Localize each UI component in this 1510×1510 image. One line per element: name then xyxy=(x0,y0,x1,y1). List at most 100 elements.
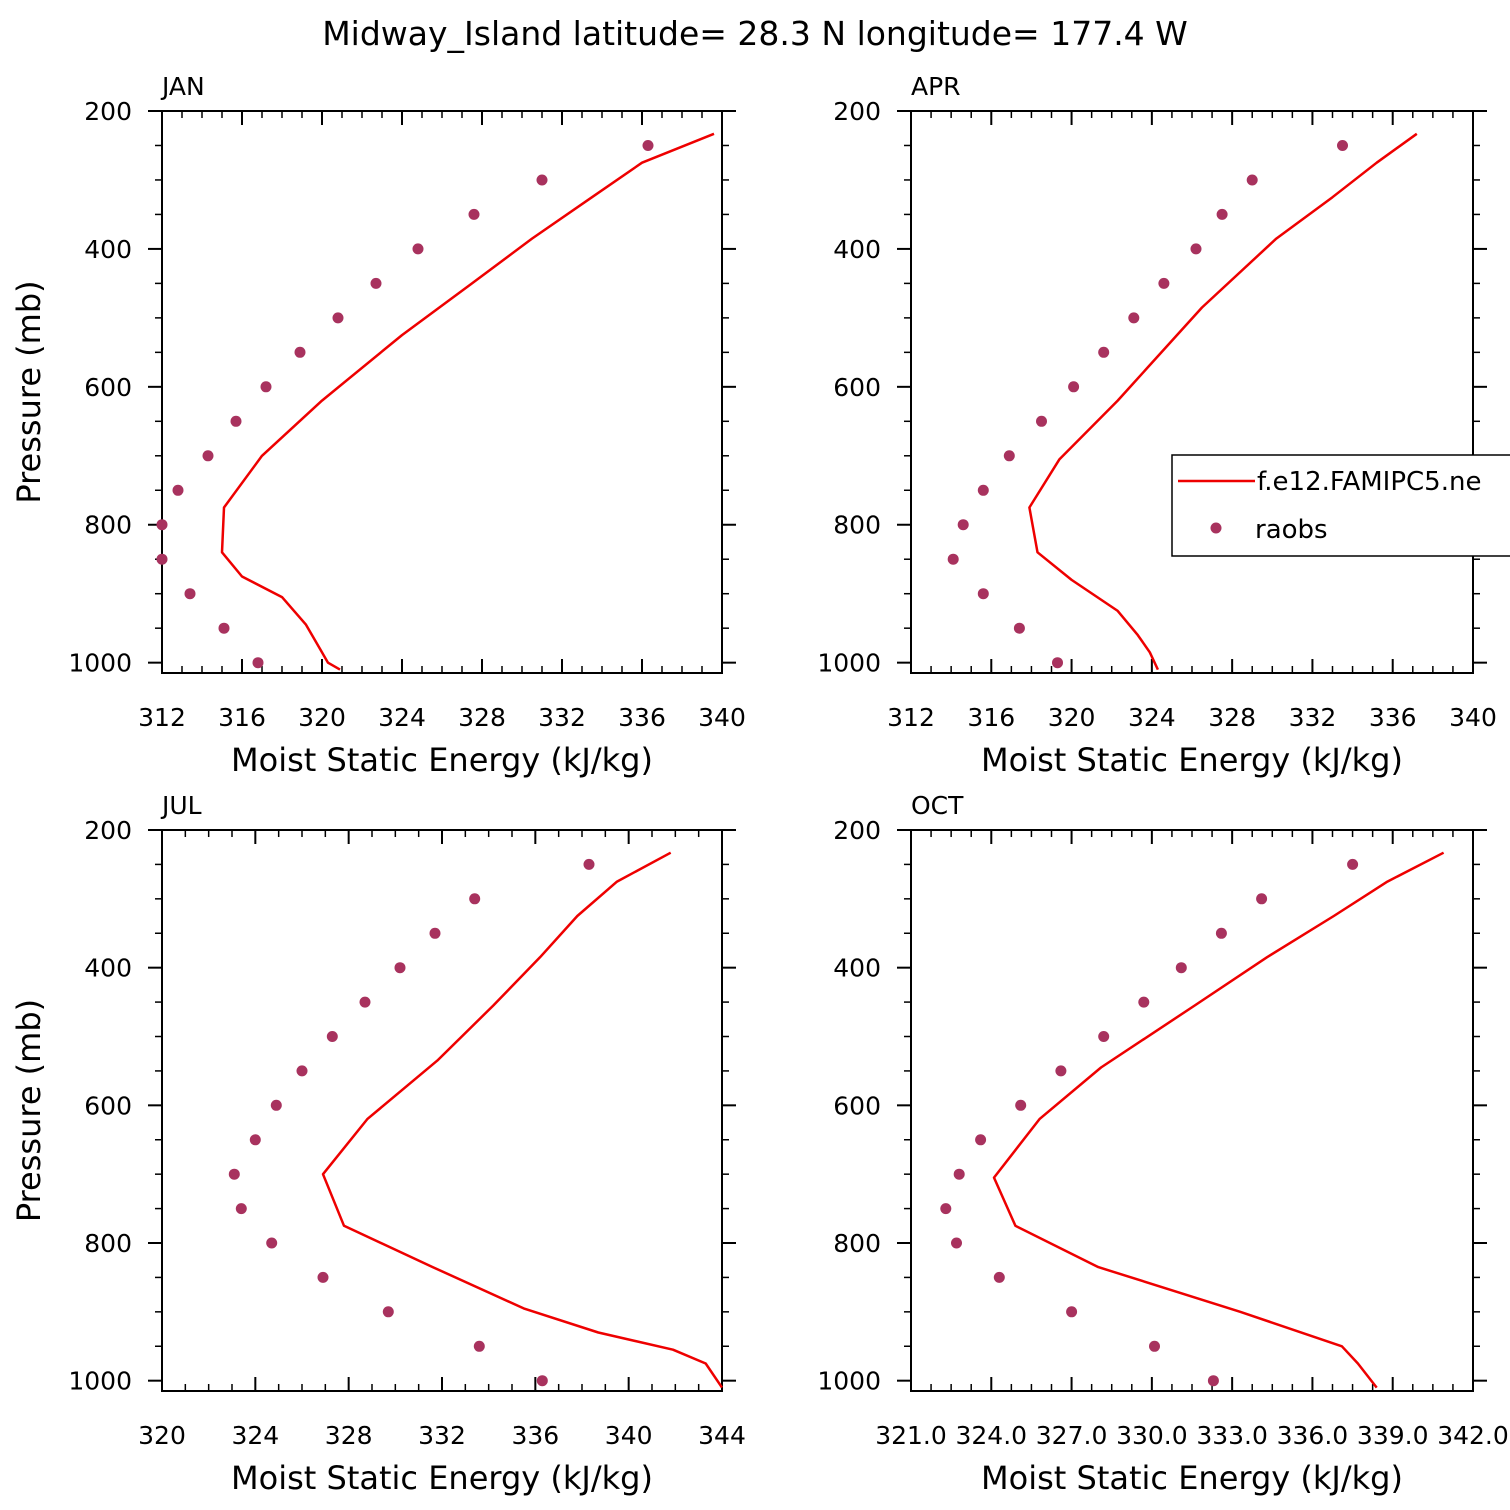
y-tick-label: 800 xyxy=(84,511,132,540)
raobs-point xyxy=(1098,346,1110,358)
x-tick-label: 344 xyxy=(698,1421,746,1450)
raobs-point xyxy=(977,588,989,600)
x-tick-label: 332 xyxy=(418,1421,466,1450)
legend-model-label: f.e12.FAMIPC5.ne xyxy=(1257,467,1481,497)
panel-title: OCT xyxy=(911,791,964,820)
raobs-point xyxy=(1068,381,1080,393)
y-axis-label: Pressure (mb) xyxy=(10,999,48,1222)
x-axis-label: Moist Static Energy (kJ/kg) xyxy=(981,741,1403,779)
x-tick-label: 333.0 xyxy=(1196,1421,1268,1450)
raobs-point xyxy=(1052,657,1063,669)
y-tick-label: 1000 xyxy=(817,649,881,678)
raobs-point xyxy=(172,484,184,496)
raobs-point xyxy=(1347,858,1359,870)
raobs-point xyxy=(1337,140,1348,151)
raobs-point xyxy=(536,1375,548,1387)
raobs-point xyxy=(412,243,424,255)
raobs-point xyxy=(536,174,548,186)
y-tick-label: 800 xyxy=(84,1229,132,1258)
x-tick-label: 340 xyxy=(698,703,746,732)
x-tick-label: 321.0 xyxy=(875,1421,947,1450)
panel-apr: APR 312 316 320 324 328 332 336 340 200 400 600 800 1… xyxy=(817,72,1496,779)
raobs-point xyxy=(1246,174,1258,186)
panel-title: JAN xyxy=(160,72,205,101)
y-tick-label: 600 xyxy=(833,373,881,402)
raobs-point xyxy=(947,553,959,565)
raobs-point xyxy=(156,553,168,565)
raobs-point xyxy=(1036,415,1047,427)
raobs-point xyxy=(1098,1031,1110,1042)
x-tick-label: 312 xyxy=(138,703,186,732)
raobs-point xyxy=(218,622,230,634)
raobs-point xyxy=(230,415,242,427)
panel-oct: OCT 321.0 324.0 327.0 330.0 333.0 336.0 339.0 34… xyxy=(817,791,1508,1497)
raobs-point xyxy=(252,657,264,669)
raobs-point xyxy=(951,1237,962,1249)
x-tick-label: 339.0 xyxy=(1357,1421,1429,1450)
raobs-point xyxy=(940,1203,952,1215)
panel-title: APR xyxy=(911,72,961,101)
x-tick-label: 327.0 xyxy=(1036,1421,1108,1450)
x-tick-label: 342.0 xyxy=(1437,1421,1509,1450)
plot-frame xyxy=(910,829,1474,1392)
raobs-point xyxy=(1256,893,1268,905)
x-tick-label: 316 xyxy=(218,703,266,732)
y-tick-label: 400 xyxy=(84,954,132,983)
raobs-point xyxy=(1149,1340,1160,1352)
raobs-point xyxy=(294,346,306,358)
raobs-point xyxy=(228,1168,240,1180)
x-tick-label: 324.0 xyxy=(955,1421,1027,1450)
plot-frame xyxy=(910,110,1474,674)
panels: JAN 312 316 320 324 328 332 336 340 200 400 600 800 1… xyxy=(10,72,1509,1497)
figure-title: Midway_Island latitude= 28.3 N longitude… xyxy=(322,14,1188,53)
raobs-point xyxy=(1207,1375,1219,1387)
panel-jan: JAN 312 316 320 324 328 332 336 340 200 400 600 800 1… xyxy=(10,72,746,779)
x-tick-label: 324 xyxy=(231,1421,279,1450)
raobs-point xyxy=(429,927,441,939)
y-tick-label: 200 xyxy=(833,97,881,126)
x-tick-label: 316 xyxy=(967,703,1015,732)
raobs-point xyxy=(202,450,214,462)
model-line-series xyxy=(992,851,1445,1389)
x-tick-label: 328 xyxy=(1208,703,1256,732)
x-tick-label: 320 xyxy=(298,703,346,732)
raobs-point xyxy=(1055,1065,1067,1077)
raobs-point xyxy=(975,1134,987,1146)
x-tick-label: 332 xyxy=(538,703,586,732)
y-tick-label: 400 xyxy=(84,235,132,264)
raobs-point xyxy=(993,1271,1005,1283)
x-tick-label: 340 xyxy=(605,1421,653,1450)
raobs-point xyxy=(296,1065,308,1077)
y-axis-label: Pressure (mb) xyxy=(10,280,48,503)
model-line-series xyxy=(220,132,715,671)
x-tick-label: 336.0 xyxy=(1277,1421,1349,1450)
raobs-point xyxy=(359,996,371,1008)
raobs-point xyxy=(977,484,989,496)
raobs-point xyxy=(1190,243,1202,255)
panel-jul: JUL 320 324 328 332 336 340 344 200 400 600 800 1000… xyxy=(10,791,746,1497)
raobs-point xyxy=(1066,1306,1078,1318)
x-tick-label: 336 xyxy=(1369,703,1417,732)
raobs-point xyxy=(317,1271,329,1283)
raobs-point xyxy=(953,1168,965,1180)
raobs-point xyxy=(957,519,969,531)
plot-frame xyxy=(161,829,723,1392)
x-tick-label: 336 xyxy=(511,1421,559,1450)
y-tick-label: 600 xyxy=(833,1091,881,1120)
y-tick-label: 1000 xyxy=(68,649,132,678)
raobs-point xyxy=(1128,312,1140,324)
raobs-point xyxy=(332,312,344,324)
x-tick-label: 332 xyxy=(1289,703,1337,732)
x-tick-label: 320 xyxy=(1048,703,1096,732)
raobs-point xyxy=(1015,1099,1027,1111)
y-tick-label: 600 xyxy=(84,373,132,402)
raobs-point xyxy=(468,208,480,220)
raobs-point xyxy=(382,1306,394,1318)
y-tick-label: 200 xyxy=(84,97,132,126)
x-tick-label: 324 xyxy=(1128,703,1176,732)
raobs-point xyxy=(270,1099,282,1111)
y-tick-label: 800 xyxy=(833,1229,881,1258)
raobs-point xyxy=(1175,962,1187,974)
x-tick-label: 328 xyxy=(458,703,506,732)
raobs-point xyxy=(326,1031,338,1042)
